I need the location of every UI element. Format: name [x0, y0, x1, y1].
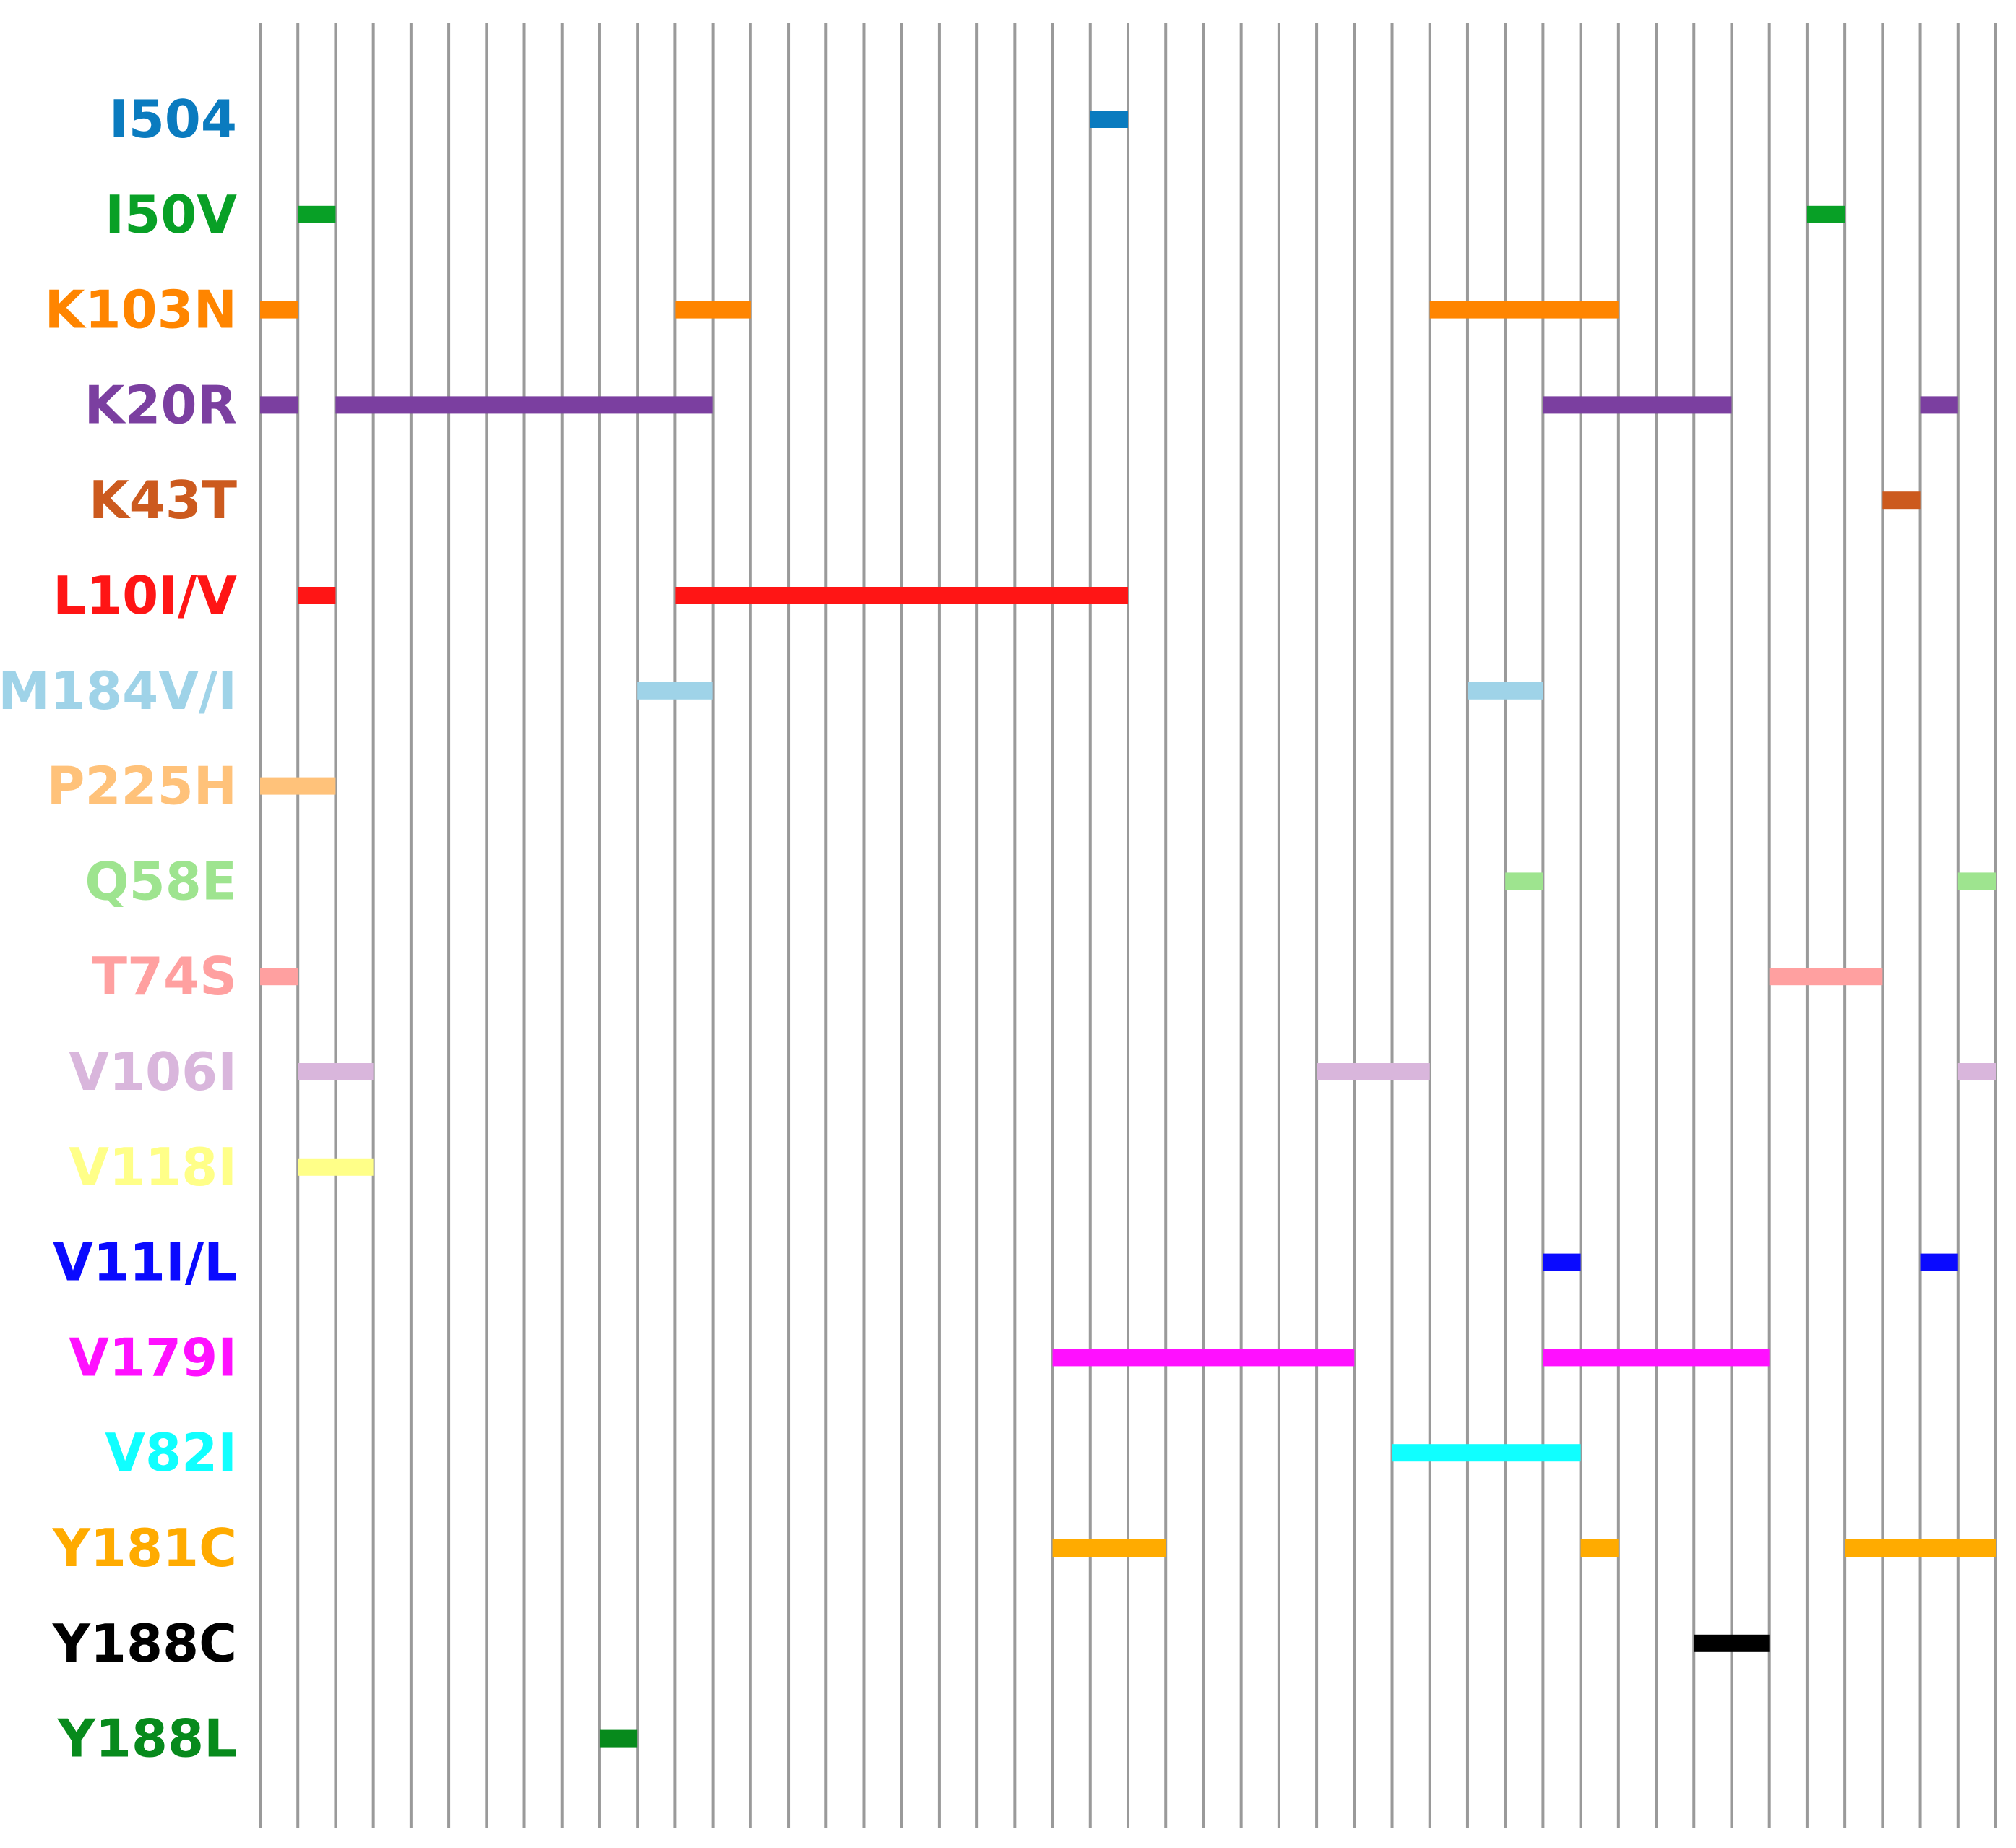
row-label: Y188L — [57, 1709, 237, 1769]
presence-segment — [298, 205, 336, 223]
presence-segment — [1090, 111, 1128, 128]
row-label: Y188C — [52, 1613, 237, 1674]
label-layer: I504 I50V K103N K20R K43T L10I/V M184V/I P225H Q… — [0, 89, 237, 1769]
row-label: P225H — [47, 756, 237, 817]
row-label: Y181C — [52, 1518, 237, 1578]
row-label: V118I — [69, 1137, 237, 1198]
presence-segment — [298, 587, 336, 604]
presence-segment — [298, 1063, 374, 1080]
segment-layer — [260, 111, 1996, 1748]
row-label: Q58E — [85, 851, 237, 911]
presence-segment — [1543, 1253, 1581, 1271]
presence-segment — [599, 1729, 638, 1748]
presence-segment — [298, 1158, 374, 1176]
presence-segment — [1882, 491, 1921, 510]
presence-segment — [1429, 301, 1619, 319]
presence-segment — [1806, 205, 1845, 223]
row-label: V106I — [69, 1041, 237, 1102]
presence-segment — [1957, 872, 1996, 890]
presence-segment — [1505, 872, 1543, 890]
grid-layer — [259, 23, 1997, 1828]
presence-segment — [1467, 682, 1543, 700]
presence-segment — [1694, 1634, 1770, 1652]
presence-segment — [1580, 1539, 1619, 1557]
row-label: K43T — [89, 470, 237, 530]
presence-segment — [1845, 1539, 1996, 1557]
row-label: I50V — [105, 184, 237, 245]
presence-segment — [1920, 396, 1958, 414]
presence-segment — [1052, 1349, 1355, 1367]
presence-segment — [637, 682, 713, 700]
presence-segment — [1957, 1063, 1996, 1080]
presence-segment — [335, 396, 713, 414]
presence-segment — [1543, 396, 1732, 414]
row-label: V11I/L — [53, 1232, 237, 1293]
row-label: K103N — [45, 280, 237, 340]
presence-segment — [675, 301, 751, 319]
presence-segment — [675, 587, 1128, 604]
presence-segment — [1392, 1444, 1581, 1462]
row-label: V82I — [105, 1422, 237, 1483]
presence-segment — [1769, 968, 1883, 986]
row-label: T74S — [92, 946, 237, 1007]
row-label: M184V/I — [0, 661, 237, 721]
row-label: L10I/V — [53, 565, 237, 626]
presence-segment — [1317, 1063, 1430, 1080]
presence-segment — [1543, 1349, 1770, 1367]
presence-segment — [260, 301, 298, 319]
row-label: I504 — [109, 89, 237, 150]
presence-segment — [1920, 1253, 1958, 1271]
presence-segment — [260, 968, 298, 986]
presence-segment — [1052, 1539, 1166, 1557]
presence-segment — [260, 777, 336, 795]
row-label: K20R — [85, 374, 237, 435]
presence-segment — [260, 396, 298, 414]
row-label: V179I — [69, 1327, 237, 1388]
